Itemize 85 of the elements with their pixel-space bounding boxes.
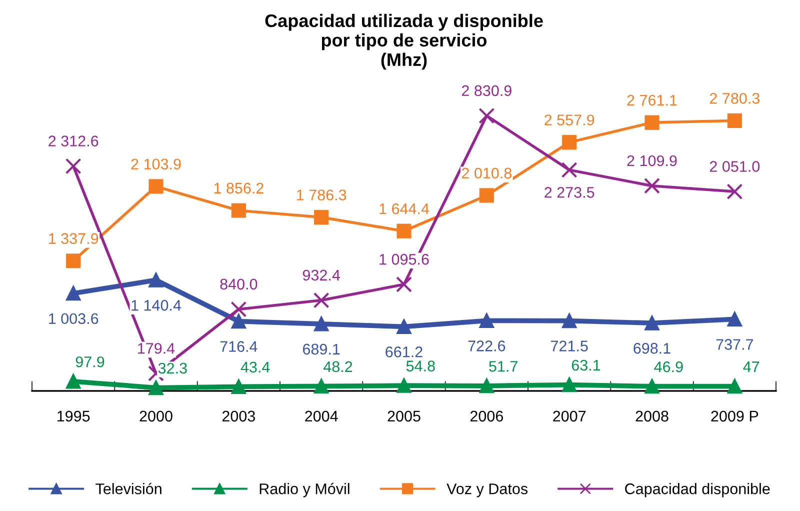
point (396, 378, 412, 393)
data-label: 2 557.9 (544, 114, 594, 126)
point (478, 108, 495, 124)
point (148, 179, 164, 194)
data-label: 1 003.6 (49, 313, 98, 324)
point (396, 224, 412, 238)
legend-label: Voz y Datos (446, 484, 528, 498)
data-label: 698.1 (634, 342, 670, 354)
data-label: 737.7 (716, 339, 754, 350)
point (562, 377, 577, 392)
data-label: 721.5 (551, 340, 588, 352)
point (644, 115, 660, 130)
x-tick-label: 1995 (58, 410, 90, 422)
data-label: 2 109.9 (627, 155, 677, 166)
x-tick-label: 2000 (140, 410, 172, 422)
point (231, 203, 246, 218)
data-label: 1 337.9 (49, 233, 98, 244)
point (66, 374, 81, 389)
point (396, 276, 412, 292)
point (727, 113, 742, 128)
x-tick-label: 2007 (553, 410, 586, 422)
data-label: 2 761.1 (627, 94, 677, 106)
data-label: 1 644.4 (380, 203, 430, 214)
point (230, 301, 247, 318)
x-tick-label: 2008 (636, 410, 668, 422)
point (231, 314, 246, 329)
data-label: 1 095.6 (380, 254, 429, 265)
data-label: 97.9 (76, 356, 104, 368)
data-label: 51.7 (489, 361, 518, 372)
point (479, 313, 494, 328)
point (562, 313, 577, 328)
data-label: 716.4 (220, 341, 258, 352)
point (313, 292, 330, 308)
point (66, 286, 81, 301)
point (479, 188, 494, 203)
data-label: 2 780.3 (710, 92, 760, 104)
legend-label: Capacidad disponible (625, 483, 770, 498)
point (726, 184, 743, 200)
point (562, 135, 577, 150)
data-label: 932.4 (302, 270, 340, 281)
point (644, 379, 660, 394)
point (396, 319, 412, 334)
point (727, 379, 742, 394)
point (148, 272, 164, 288)
data-label: 1 140.4 (132, 300, 182, 311)
point (644, 178, 660, 194)
data-label: 2 830.9 (462, 85, 512, 96)
data-label: 48.2 (323, 361, 352, 372)
point (561, 162, 578, 178)
x-tick-label: 2005 (388, 410, 420, 422)
data-label: 2 010.8 (462, 168, 512, 179)
x-tick-label: 2003 (222, 410, 255, 422)
data-label: 54.8 (406, 360, 435, 372)
data-label: 63.1 (572, 360, 600, 371)
point (727, 312, 742, 327)
data-label: 32.3 (158, 362, 187, 374)
data-label: 722.6 (468, 340, 506, 352)
point (66, 254, 81, 268)
x-tick-label: 2004 (305, 410, 338, 422)
data-label: 2 312.6 (48, 136, 98, 146)
point (148, 380, 164, 396)
legend-label: Televisión (96, 482, 162, 494)
point (314, 210, 329, 225)
data-label: 661.2 (386, 346, 422, 358)
data-label: 689.1 (302, 344, 340, 355)
data-label: 1 786.3 (297, 190, 346, 200)
point (644, 316, 660, 330)
data-label: 43.4 (240, 362, 270, 373)
x-tick-label: 2006 (470, 410, 503, 422)
data-label: 2 103.9 (131, 158, 181, 170)
data-label: 2 051.0 (710, 161, 760, 172)
data-label: 840.0 (220, 278, 258, 290)
data-label: 1 856.2 (214, 182, 264, 194)
data-label: 46.9 (654, 361, 683, 372)
data-label: 179.4 (138, 342, 175, 354)
chart-title: Capacidad utilizada y disponible por tipo de servicio (Mhz) (265, 14, 543, 70)
legend-label: Radio y Móvil (260, 482, 350, 498)
data-label: 47 (743, 362, 760, 372)
data-label: 2 273.5 (544, 187, 594, 198)
point (479, 378, 494, 394)
point (314, 378, 329, 394)
point (314, 316, 329, 332)
x-tick-label: 2009 P (711, 410, 758, 422)
point (65, 158, 82, 174)
point (231, 379, 246, 394)
